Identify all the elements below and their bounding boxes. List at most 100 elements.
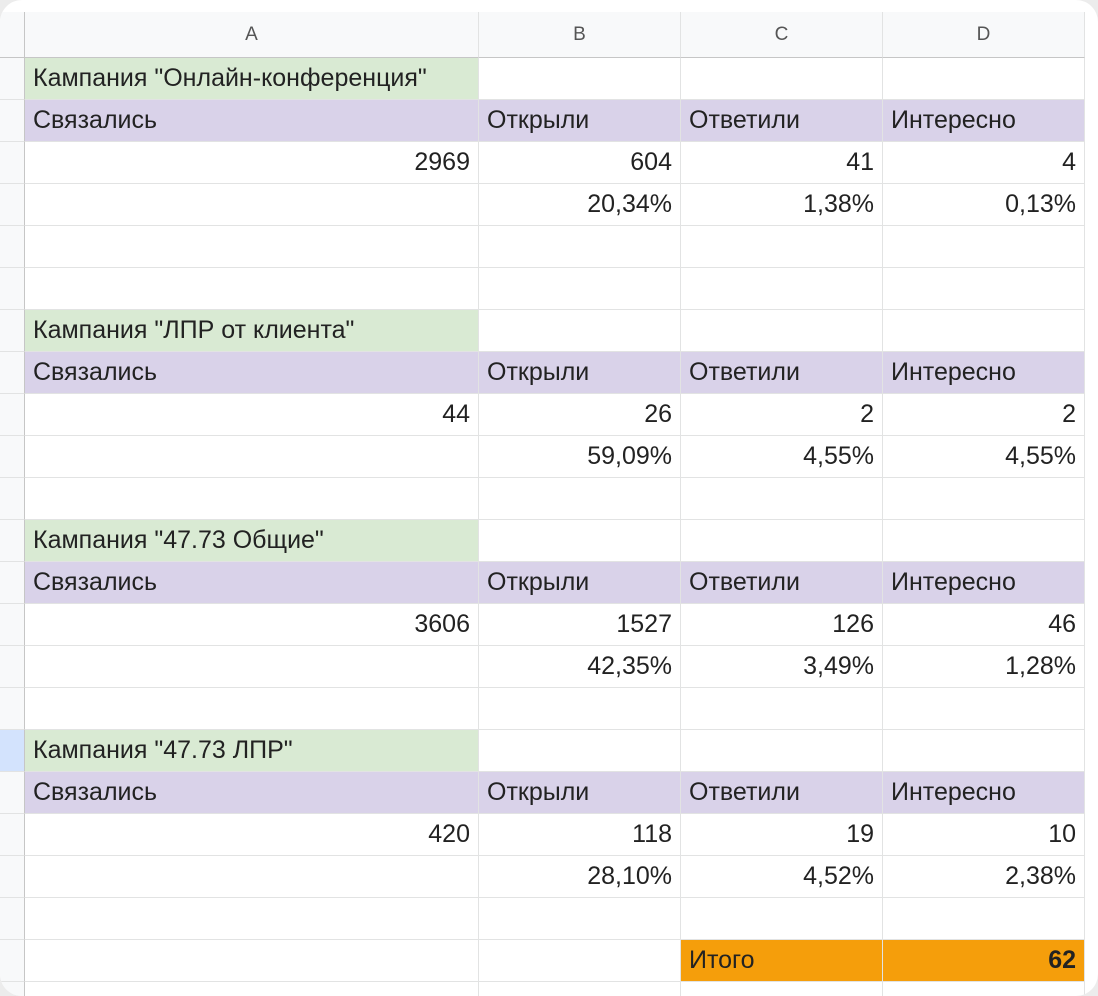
empty-cell[interactable] xyxy=(883,268,1085,310)
empty-cell[interactable] xyxy=(479,478,681,520)
empty-cell[interactable] xyxy=(883,982,1085,996)
count-cell-a[interactable]: 420 xyxy=(25,814,479,856)
count-cell-c[interactable]: 2 xyxy=(681,394,883,436)
empty-cell[interactable] xyxy=(25,688,479,730)
row-header[interactable] xyxy=(0,58,25,100)
empty-cell[interactable] xyxy=(681,478,883,520)
percent-cell-c[interactable]: 4,52% xyxy=(681,856,883,898)
count-cell-b[interactable]: 118 xyxy=(479,814,681,856)
empty-cell[interactable] xyxy=(479,982,681,996)
empty-cell[interactable] xyxy=(681,226,883,268)
metric-header-cell-b[interactable]: Открыли xyxy=(479,352,681,394)
empty-cell[interactable] xyxy=(883,478,1085,520)
row-header[interactable] xyxy=(0,856,25,898)
percent-cell-d[interactable]: 4,55% xyxy=(883,436,1085,478)
empty-cell[interactable] xyxy=(479,898,681,940)
count-cell-d[interactable]: 2 xyxy=(883,394,1085,436)
row-header[interactable] xyxy=(0,562,25,604)
count-cell-d[interactable]: 46 xyxy=(883,604,1085,646)
percent-cell-b[interactable]: 42,35% xyxy=(479,646,681,688)
empty-cell[interactable] xyxy=(25,184,479,226)
column-header-a[interactable]: A xyxy=(25,12,479,58)
row-header[interactable] xyxy=(0,940,25,982)
count-cell-b[interactable]: 604 xyxy=(479,142,681,184)
empty-cell[interactable] xyxy=(681,730,883,772)
metric-header-cell-d[interactable]: Интересно xyxy=(883,562,1085,604)
empty-cell[interactable] xyxy=(681,898,883,940)
row-header[interactable] xyxy=(0,352,25,394)
count-cell-c[interactable]: 19 xyxy=(681,814,883,856)
empty-cell[interactable] xyxy=(25,226,479,268)
empty-cell[interactable] xyxy=(681,520,883,562)
row-header[interactable] xyxy=(0,730,25,772)
percent-cell-d[interactable]: 0,13% xyxy=(883,184,1085,226)
empty-cell[interactable] xyxy=(25,940,479,982)
empty-cell[interactable] xyxy=(479,268,681,310)
metric-header-cell-a[interactable]: Связались xyxy=(25,100,479,142)
percent-cell-c[interactable]: 3,49% xyxy=(681,646,883,688)
empty-cell[interactable] xyxy=(25,268,479,310)
column-header-b[interactable]: B xyxy=(479,12,681,58)
empty-cell[interactable] xyxy=(883,520,1085,562)
campaign-title-cell[interactable]: Кампания "47.73 ЛПР" xyxy=(25,730,479,772)
row-header[interactable] xyxy=(0,814,25,856)
metric-header-cell-c[interactable]: Ответили xyxy=(681,562,883,604)
row-header[interactable] xyxy=(0,310,25,352)
empty-cell[interactable] xyxy=(681,58,883,100)
empty-cell[interactable] xyxy=(479,688,681,730)
empty-cell[interactable] xyxy=(681,982,883,996)
row-header[interactable] xyxy=(0,478,25,520)
count-cell-b[interactable]: 26 xyxy=(479,394,681,436)
metric-header-cell-b[interactable]: Открыли xyxy=(479,772,681,814)
empty-cell[interactable] xyxy=(681,688,883,730)
empty-cell[interactable] xyxy=(25,856,479,898)
metric-header-cell-d[interactable]: Интересно xyxy=(883,772,1085,814)
empty-cell[interactable] xyxy=(681,268,883,310)
column-header-d[interactable]: D xyxy=(883,12,1085,58)
percent-cell-b[interactable]: 59,09% xyxy=(479,436,681,478)
count-cell-d[interactable]: 10 xyxy=(883,814,1085,856)
select-all-corner[interactable] xyxy=(0,12,25,58)
count-cell-d[interactable]: 4 xyxy=(883,142,1085,184)
row-header[interactable] xyxy=(0,142,25,184)
campaign-title-cell[interactable]: Кампания "Онлайн-конференция" xyxy=(25,58,479,100)
empty-cell[interactable] xyxy=(479,520,681,562)
empty-cell[interactable] xyxy=(479,940,681,982)
percent-cell-d[interactable]: 1,28% xyxy=(883,646,1085,688)
metric-header-cell-d[interactable]: Интересно xyxy=(883,352,1085,394)
row-header[interactable] xyxy=(0,436,25,478)
metric-header-cell-b[interactable]: Открыли xyxy=(479,100,681,142)
row-header[interactable] xyxy=(0,268,25,310)
empty-cell[interactable] xyxy=(25,646,479,688)
metric-header-cell-c[interactable]: Ответили xyxy=(681,352,883,394)
percent-cell-d[interactable]: 2,38% xyxy=(883,856,1085,898)
empty-cell[interactable] xyxy=(479,58,681,100)
empty-cell[interactable] xyxy=(883,688,1085,730)
row-header[interactable] xyxy=(0,184,25,226)
column-header-c[interactable]: C xyxy=(681,12,883,58)
empty-cell[interactable] xyxy=(479,310,681,352)
row-header[interactable] xyxy=(0,772,25,814)
empty-cell[interactable] xyxy=(25,436,479,478)
count-cell-c[interactable]: 126 xyxy=(681,604,883,646)
empty-cell[interactable] xyxy=(479,226,681,268)
row-header[interactable] xyxy=(0,226,25,268)
row-header[interactable] xyxy=(0,100,25,142)
row-header[interactable] xyxy=(0,898,25,940)
total-value-cell[interactable]: 62 xyxy=(883,940,1085,982)
empty-cell[interactable] xyxy=(25,478,479,520)
row-header[interactable] xyxy=(0,646,25,688)
row-header[interactable] xyxy=(0,604,25,646)
count-cell-a[interactable]: 44 xyxy=(25,394,479,436)
row-header[interactable] xyxy=(0,520,25,562)
count-cell-b[interactable]: 1527 xyxy=(479,604,681,646)
count-cell-a[interactable]: 3606 xyxy=(25,604,479,646)
empty-cell[interactable] xyxy=(681,310,883,352)
empty-cell[interactable] xyxy=(883,310,1085,352)
metric-header-cell-a[interactable]: Связались xyxy=(25,562,479,604)
metric-header-cell-b[interactable]: Открыли xyxy=(479,562,681,604)
empty-cell[interactable] xyxy=(479,730,681,772)
empty-cell[interactable] xyxy=(25,898,479,940)
metric-header-cell-a[interactable]: Связались xyxy=(25,772,479,814)
total-label-cell[interactable]: Итого xyxy=(681,940,883,982)
